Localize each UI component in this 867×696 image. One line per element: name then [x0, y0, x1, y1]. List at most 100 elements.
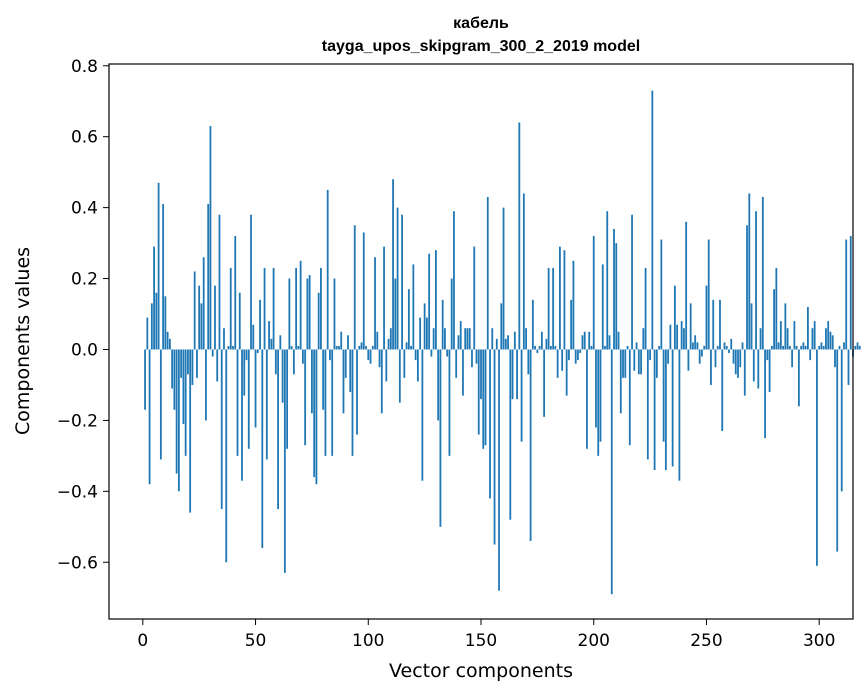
bar — [509, 349, 512, 520]
bar — [802, 342, 805, 350]
bar — [577, 349, 579, 361]
chart-title: кабель — [453, 15, 509, 32]
bar — [834, 349, 836, 368]
bar — [518, 122, 521, 350]
bar — [349, 349, 352, 393]
bar — [746, 225, 748, 350]
bar — [705, 285, 708, 350]
bar — [784, 303, 787, 350]
bar — [234, 236, 237, 350]
bar — [376, 331, 379, 350]
bar — [247, 349, 250, 449]
bar — [604, 345, 606, 350]
y-tick-label: 0.0 — [71, 340, 98, 360]
bar — [843, 342, 845, 350]
bar — [687, 349, 690, 371]
bar — [419, 317, 422, 350]
bar — [838, 345, 841, 350]
bar — [725, 345, 728, 350]
bar — [822, 345, 825, 350]
bar — [795, 345, 798, 350]
bar — [743, 349, 746, 396]
bar — [520, 349, 523, 442]
bar — [159, 349, 162, 460]
bar — [773, 289, 775, 350]
bar — [220, 349, 223, 510]
bar — [193, 271, 196, 350]
bar — [435, 250, 437, 350]
bar — [250, 214, 252, 350]
bar — [423, 303, 426, 350]
bar — [669, 324, 672, 350]
bar — [333, 278, 336, 350]
bar — [329, 349, 331, 361]
bar — [649, 349, 651, 361]
bar — [365, 345, 367, 350]
bar — [374, 257, 376, 350]
bar — [565, 349, 568, 396]
bar — [779, 321, 782, 350]
bar — [547, 267, 550, 350]
bar — [385, 349, 388, 382]
bar — [554, 345, 557, 350]
x-tick-label: 250 — [690, 631, 722, 651]
bar — [658, 345, 661, 350]
bar — [243, 349, 246, 396]
bar — [597, 349, 600, 456]
bar — [414, 349, 417, 361]
bar — [836, 349, 839, 552]
bar — [750, 303, 753, 350]
bar — [182, 349, 185, 424]
bar — [640, 349, 642, 375]
bar — [369, 349, 372, 364]
bar — [484, 349, 487, 446]
bar — [775, 267, 778, 350]
bar — [324, 349, 327, 456]
bar — [752, 349, 755, 382]
x-axis-ticks: 0 50 100 150 200 250 300 — [137, 619, 835, 651]
bar — [606, 211, 609, 350]
bar — [825, 328, 827, 350]
bar — [716, 345, 719, 350]
y-tick-label: 0.6 — [71, 128, 98, 148]
bar — [698, 349, 701, 364]
bar — [403, 349, 406, 378]
bar — [437, 349, 440, 421]
x-tick-label: 150 — [465, 631, 497, 651]
bar — [662, 349, 665, 442]
bar — [405, 342, 408, 350]
y-tick-label: −0.2 — [57, 411, 98, 431]
bar — [559, 246, 561, 350]
plot-frame — [108, 63, 854, 620]
bar — [777, 342, 780, 350]
bar — [637, 349, 640, 375]
bar — [791, 349, 794, 368]
bar — [549, 345, 552, 350]
bar — [308, 275, 311, 350]
bar — [462, 349, 464, 396]
bar — [653, 349, 656, 471]
bar — [579, 349, 582, 354]
bar — [644, 267, 647, 350]
bar — [552, 267, 555, 350]
bar — [809, 349, 812, 361]
bar — [356, 349, 358, 435]
bar — [493, 349, 496, 545]
bar — [464, 328, 467, 350]
bar — [211, 349, 214, 357]
bar — [392, 179, 394, 350]
bar — [856, 342, 859, 350]
bar — [525, 328, 527, 350]
bar — [504, 338, 507, 350]
bar — [739, 349, 742, 368]
bar — [407, 289, 410, 350]
bar — [680, 321, 683, 350]
bar — [425, 317, 428, 350]
bar — [446, 349, 449, 357]
bar — [628, 349, 631, 446]
bar — [290, 345, 293, 350]
bar — [295, 267, 298, 350]
bar — [538, 345, 541, 350]
bar — [676, 324, 679, 350]
bar — [712, 299, 715, 350]
